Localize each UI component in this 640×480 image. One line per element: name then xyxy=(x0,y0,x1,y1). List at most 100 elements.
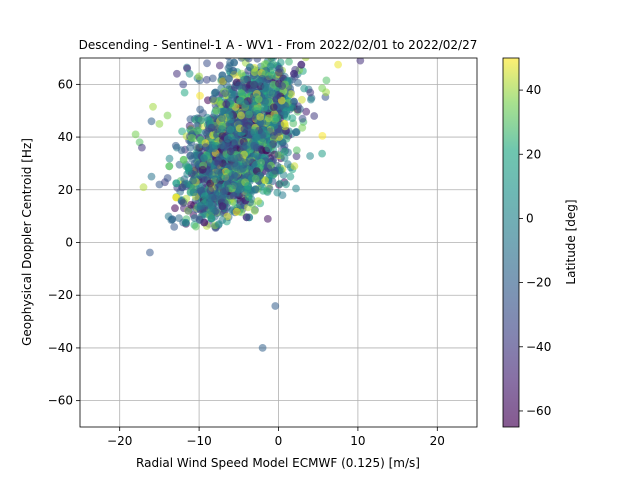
data-point xyxy=(187,134,196,142)
data-point xyxy=(253,58,262,63)
data-point xyxy=(244,193,253,202)
data-point xyxy=(278,191,287,200)
data-point xyxy=(207,123,216,132)
data-point xyxy=(298,114,307,123)
data-point xyxy=(302,107,311,116)
data-point xyxy=(269,58,278,62)
data-point xyxy=(301,58,310,62)
data-point xyxy=(218,202,227,211)
data-point xyxy=(165,154,174,163)
colorbar-tick-label: −40 xyxy=(526,340,551,354)
data-point xyxy=(163,111,172,120)
data-point xyxy=(200,192,209,201)
data-point xyxy=(192,222,200,231)
data-point xyxy=(290,97,298,106)
data-point xyxy=(244,182,252,190)
data-point xyxy=(214,182,223,191)
data-point xyxy=(207,214,216,223)
data-point xyxy=(230,58,239,67)
data-point xyxy=(270,121,279,130)
data-point xyxy=(229,191,238,200)
y-tick-label: 0 xyxy=(65,236,73,250)
data-point xyxy=(318,149,326,158)
y-tick-label: −40 xyxy=(48,341,73,355)
data-point xyxy=(149,102,157,111)
data-point xyxy=(139,183,148,192)
data-point xyxy=(155,120,164,128)
data-point xyxy=(280,119,289,128)
data-point xyxy=(177,146,186,155)
x-axis-ticks: −20 −10 0 10 20 xyxy=(107,427,445,448)
data-point xyxy=(173,69,181,78)
data-point xyxy=(278,82,286,90)
data-point xyxy=(211,141,220,150)
data-point xyxy=(230,139,238,148)
data-point xyxy=(217,125,226,134)
data-point xyxy=(171,204,179,213)
y-tick-label: 60 xyxy=(58,77,73,91)
data-point xyxy=(268,71,276,80)
data-point xyxy=(280,154,289,162)
data-point xyxy=(189,176,198,185)
data-point xyxy=(232,172,241,181)
data-point xyxy=(290,162,299,171)
data-point xyxy=(224,58,232,61)
data-point xyxy=(232,207,241,216)
data-point xyxy=(298,123,307,132)
data-point xyxy=(221,186,230,195)
data-point xyxy=(230,154,238,163)
y-tick-label: 40 xyxy=(58,130,73,144)
data-point xyxy=(269,103,278,112)
data-point xyxy=(307,95,315,104)
data-point xyxy=(212,106,221,115)
data-point xyxy=(189,188,198,197)
data-point xyxy=(250,68,259,76)
y-axis-ticks: −60 −40 −20 0 20 40 60 xyxy=(48,77,80,408)
data-point xyxy=(253,133,261,142)
data-point xyxy=(186,151,195,160)
data-point xyxy=(244,58,253,63)
data-point xyxy=(209,95,217,103)
data-point xyxy=(218,114,226,122)
data-point xyxy=(147,117,156,126)
data-point xyxy=(318,84,327,93)
x-tick-label: −20 xyxy=(107,434,132,448)
data-point xyxy=(202,128,210,137)
data-point xyxy=(300,84,308,93)
data-point xyxy=(258,344,267,352)
data-point xyxy=(241,158,250,167)
data-point xyxy=(250,142,258,150)
colorbar-tick-label: −60 xyxy=(526,404,551,418)
data-point xyxy=(235,81,243,90)
data-point xyxy=(261,176,269,185)
data-point xyxy=(246,63,254,72)
data-point xyxy=(175,214,183,223)
data-point xyxy=(192,143,201,152)
data-point xyxy=(240,125,249,133)
data-point xyxy=(237,58,246,62)
data-point xyxy=(236,185,245,194)
data-point xyxy=(227,90,236,99)
data-point xyxy=(215,169,223,178)
colorbar-gradient xyxy=(502,57,520,428)
data-point xyxy=(200,218,209,227)
data-point xyxy=(284,160,292,169)
data-point xyxy=(322,76,331,85)
data-point xyxy=(318,132,327,140)
y-tick-label: −60 xyxy=(48,394,73,408)
data-point xyxy=(195,72,204,81)
data-point xyxy=(147,172,156,181)
data-point xyxy=(170,223,179,231)
data-point xyxy=(180,88,189,97)
data-point xyxy=(280,110,289,119)
data-point xyxy=(261,83,270,91)
data-point xyxy=(172,179,181,188)
data-point xyxy=(282,180,290,189)
data-point xyxy=(201,143,210,152)
data-point xyxy=(356,58,365,65)
data-point xyxy=(190,170,199,179)
data-point xyxy=(260,98,269,107)
data-point xyxy=(218,141,226,150)
x-axis-label: Radial Wind Speed Model ECMWF (0.125) [m… xyxy=(136,456,420,470)
x-tick-label: 20 xyxy=(430,434,445,448)
